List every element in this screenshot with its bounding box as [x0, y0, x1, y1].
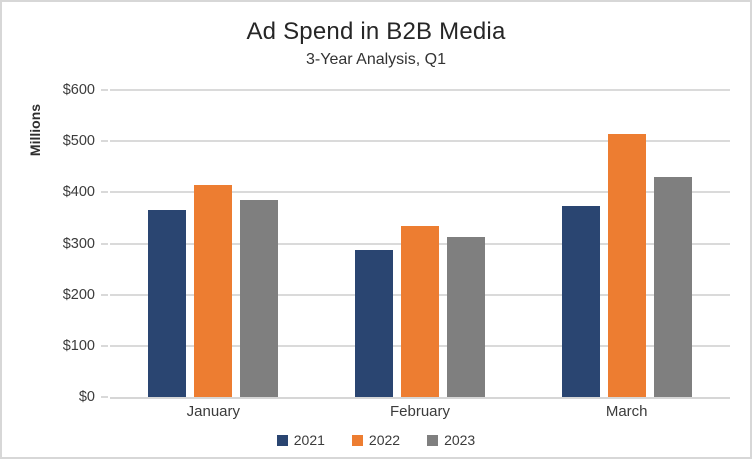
x-tick-label-february: February	[389, 403, 451, 420]
gridline-$600	[110, 89, 730, 91]
bar-group-january	[110, 90, 317, 397]
legend-item-2023[interactable]: 2023	[427, 432, 475, 448]
y-tick-mark-$300	[101, 242, 108, 245]
gridline-$400	[110, 191, 730, 194]
x-axis: January February March	[110, 403, 730, 420]
y-tick-label-$500: $500	[62, 133, 95, 150]
bar-january-2021[interactable]	[148, 210, 187, 397]
legend-swatch-2023	[427, 434, 439, 446]
legend: 2021 2022 2023	[2, 432, 750, 448]
bar-march-2023[interactable]	[653, 176, 692, 397]
bar-group-february	[317, 90, 524, 397]
y-tick-label-$300: $300	[62, 235, 95, 252]
y-tick-label-$200: $200	[62, 286, 95, 303]
gridline-$500	[110, 140, 730, 143]
legend-label-2021: 2021	[293, 432, 325, 448]
y-tick-mark-$400	[101, 191, 108, 194]
chart-subtitle: 3-Year Analysis, Q1	[306, 51, 446, 68]
legend-item-2021[interactable]: 2021	[276, 432, 325, 448]
y-tick-label-$600: $600	[62, 82, 95, 98]
y-tick-mark-$600	[101, 89, 108, 91]
chart-title: Ad Spend in B2B Media	[246, 18, 506, 45]
y-tick-mark-$500	[101, 140, 108, 143]
bar-february-2023[interactable]	[447, 237, 485, 397]
plot-area	[110, 89, 730, 399]
y-axis: $0 $100 $200 $300 $400 $500 $600	[2, 82, 109, 405]
y-tick-mark-$200	[101, 293, 108, 296]
legend-swatch-2021	[276, 434, 288, 446]
y-tick-label-$100: $100	[62, 337, 95, 354]
bar-january-2023[interactable]	[240, 200, 279, 397]
x-axis-line	[110, 397, 730, 399]
legend-label-2022: 2022	[368, 432, 401, 448]
bar-group-march	[523, 90, 730, 397]
legend-item-2022[interactable]: 2022	[351, 432, 401, 448]
bar-february-2021[interactable]	[355, 250, 393, 397]
bar-march-2021[interactable]	[561, 206, 600, 397]
y-tick-label-$400: $400	[62, 184, 95, 201]
y-tick-mark-$100	[101, 344, 108, 347]
y-tick-label-$0: $0	[78, 389, 95, 405]
y-tick-mark-$0	[101, 396, 108, 398]
legend-swatch-2022	[351, 434, 363, 446]
bar-january-2022[interactable]	[194, 184, 233, 397]
x-tick-label-january: January	[186, 403, 241, 420]
x-tick-label-march: March	[605, 403, 648, 420]
bar-march-2022[interactable]	[607, 134, 646, 397]
legend-label-2023: 2023	[444, 432, 476, 448]
bar-february-2022[interactable]	[401, 226, 439, 397]
